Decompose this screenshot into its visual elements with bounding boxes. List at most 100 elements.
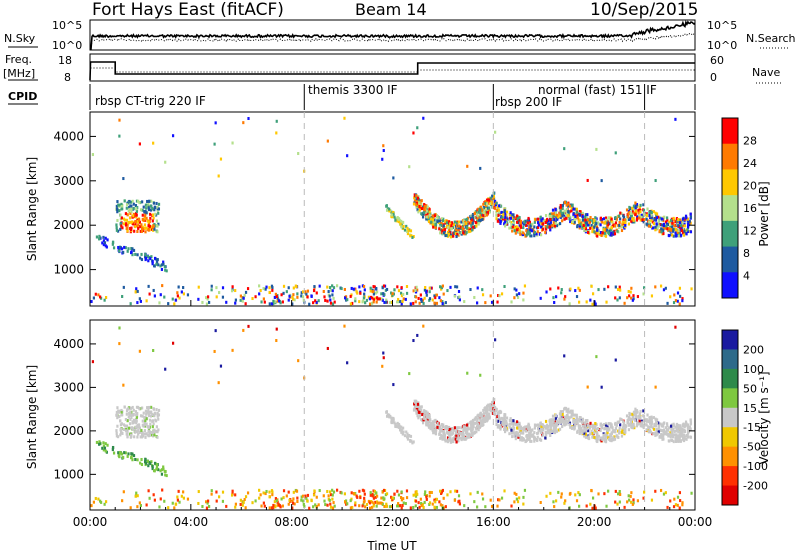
velocity-cell-1787 (416, 492, 419, 496)
power-cell-1353 (521, 226, 525, 230)
velocity-cell-1382 (627, 428, 631, 432)
power-cell-1367 (630, 219, 633, 223)
power-cell-640 (427, 220, 431, 224)
power-cell-663 (433, 214, 436, 218)
velocity-cell-57 (130, 416, 133, 420)
velocity-cell-1934 (578, 504, 581, 508)
power-cell-1936 (315, 300, 318, 304)
velocity-cell-543 (434, 431, 437, 435)
power-cell-759 (390, 210, 393, 214)
velocity-cell-123 (129, 433, 133, 437)
power-cell-288 (153, 264, 156, 268)
velocity-cell-235 (160, 472, 164, 476)
velocity-cell-1189 (496, 419, 500, 423)
velocity-cell-1501 (683, 435, 686, 439)
power-cell-1227 (672, 234, 675, 238)
velocity-cell-1203 (610, 423, 613, 427)
power-cell-1387 (511, 229, 514, 233)
velocity-cell-279 (155, 467, 158, 471)
velocity-cell-2107 (498, 498, 501, 502)
power-cell-120 (152, 228, 155, 232)
velocity-cell-1708 (529, 430, 532, 434)
power-cell-1087 (525, 222, 528, 226)
power-colorbar-band-1 (722, 143, 738, 170)
velocity-cell-698 (470, 424, 474, 428)
velocity-cell-1885 (433, 498, 436, 502)
power-cell-230 (139, 256, 142, 260)
velocity-cell-1169 (610, 437, 613, 441)
power-cell-2122 (442, 292, 445, 296)
velocity-cell-2097 (453, 498, 456, 502)
velocity-cell-1489 (642, 426, 645, 430)
velocity-cell-2150 (247, 324, 250, 328)
velocity-cell-1758 (121, 499, 124, 503)
power-cell-292 (112, 246, 116, 250)
velocity-cell-1844 (251, 501, 254, 505)
velocity-cell-1700 (669, 424, 673, 428)
velocity-cell-1943 (234, 502, 237, 506)
power-cell-395 (432, 220, 436, 224)
velocity-cell-2030 (458, 499, 461, 503)
velocity-cell-1669 (650, 416, 653, 420)
velocity-cell-1809 (676, 495, 680, 499)
power-cell-367 (447, 220, 451, 224)
power-cell-618 (426, 212, 429, 216)
power-cell-1742 (564, 295, 567, 299)
power-cell-1272 (631, 220, 634, 224)
power-cell-236 (132, 248, 136, 252)
power-cell-654 (412, 202, 416, 206)
power-cell-2091 (539, 296, 542, 300)
power-cell-215 (115, 223, 118, 227)
power-cell-1393 (618, 214, 621, 218)
velocity-cell-1078 (622, 424, 625, 428)
power-cell-2161 (242, 121, 245, 125)
velocity-cell-403 (433, 424, 436, 428)
velocity-cell-2153 (494, 338, 497, 342)
power-cell-704 (415, 203, 418, 207)
power-cell-129 (133, 229, 136, 233)
velocity-cell-1954 (362, 500, 366, 504)
power-cell-1578 (665, 224, 668, 228)
velocity-cell-56 (131, 405, 134, 409)
velocity-cell-2008 (423, 492, 427, 496)
velocity-cell-2083 (405, 489, 409, 493)
velocity-cell-664 (489, 402, 492, 406)
power-cell-1326 (512, 218, 515, 222)
velocity-cell-716 (428, 414, 431, 418)
power-cell-2037 (352, 287, 355, 291)
velocity-cell-1020 (686, 435, 690, 439)
power-cell-268 (104, 236, 107, 240)
power-cell-716 (428, 208, 431, 212)
velocity-cell-1936 (315, 505, 318, 509)
power-cell-1771 (332, 286, 336, 290)
velocity-cell-1411 (666, 428, 670, 432)
power-cell-1971 (368, 297, 371, 301)
power-cell-1677 (582, 223, 585, 227)
velocity-cell-161 (124, 418, 128, 422)
velocity-cell-1634 (610, 431, 613, 435)
power-cell-1520 (594, 223, 597, 227)
power-cell-745 (455, 235, 458, 239)
velocity-cell-1096 (680, 432, 683, 436)
power-cell-194 (151, 219, 154, 223)
velocity-cell-3 (135, 430, 139, 434)
velocity-cell-195 (118, 409, 121, 413)
power-cell-2035 (312, 301, 315, 305)
power-cell-1878 (390, 300, 393, 304)
velocity-cell-2045 (440, 490, 444, 494)
power-cell-584 (455, 229, 458, 233)
power-cell-731 (466, 226, 469, 230)
velocity-ytick-label-4000: 4000 (53, 337, 84, 351)
power-cell-1493 (604, 234, 608, 238)
velocity-cell-1855 (354, 503, 357, 507)
power-cell-1689 (685, 232, 688, 236)
power-cell-703 (431, 218, 435, 222)
velocity-cell-74 (126, 419, 129, 423)
power-cell-2148 (346, 154, 349, 158)
velocity-cell-1732 (246, 491, 250, 495)
velocity-cell-1571 (531, 428, 534, 432)
velocity-cell-1926 (384, 493, 387, 497)
power-cell-1887 (560, 291, 563, 295)
velocity-cell-1602 (680, 434, 684, 438)
power-cell-1964 (385, 287, 389, 291)
